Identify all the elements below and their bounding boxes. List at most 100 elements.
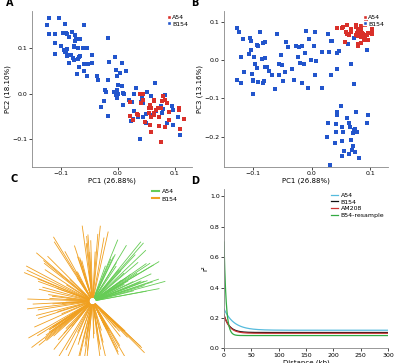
Point [70,55,76,61]
Point [106,59,112,65]
B154 [222,313,226,317]
Point [347,61,354,67]
Point [113,93,120,98]
Point [130,108,137,114]
Point [71,38,78,44]
Point [127,113,134,119]
Point [117,70,123,76]
Point [56,15,62,21]
Point [348,137,354,143]
Point [153,108,160,114]
Point [101,98,108,104]
Point [166,117,172,123]
Point [350,143,356,149]
Point [277,52,284,58]
Point [369,28,376,34]
Point [164,101,170,106]
Point [268,72,275,78]
Point [120,91,127,97]
B54-resample [297,333,302,338]
Point [64,32,70,37]
Point [261,55,268,61]
X-axis label: PC1 (26.88%): PC1 (26.88%) [88,178,136,184]
Point [128,99,135,105]
Point [358,40,364,46]
A54 [230,319,235,323]
Point [168,103,175,109]
Point [261,65,268,70]
Point [234,25,240,31]
Point [238,80,244,86]
AM208 [351,331,356,335]
Point [296,44,302,50]
Point [280,78,286,84]
Point [130,116,136,122]
Point [362,23,368,28]
Point [304,85,311,91]
Point [148,105,154,111]
Point [344,115,350,121]
Point [105,114,111,119]
Point [312,29,319,35]
Point [135,114,142,120]
X-axis label: Distance (kb): Distance (kb) [283,359,329,363]
Point [151,110,158,116]
B54-resample [386,333,390,338]
Point [339,153,345,159]
B154 [230,327,235,331]
A54 [351,328,356,333]
Point [134,111,140,117]
Point [177,132,184,138]
Legend: A54, B154: A54, B154 [151,188,178,202]
Line: B54-resample: B54-resample [224,242,388,335]
Point [64,53,70,59]
Point [293,43,299,49]
Point [351,36,358,41]
B154 [351,330,356,335]
Point [272,86,278,92]
Point [254,42,260,48]
Point [250,54,257,60]
Point [334,50,340,56]
Point [358,26,364,32]
Point [119,102,126,108]
Point [162,97,169,103]
Point [355,26,362,32]
Point [159,98,166,104]
Point [324,134,330,140]
Point [285,44,291,50]
Point [164,120,170,126]
Point [151,98,158,103]
Point [143,121,149,126]
Point [60,30,67,36]
Point [255,43,261,49]
Point [66,34,72,40]
Point [62,21,68,26]
A54 [386,328,390,333]
Point [236,29,242,35]
Point [350,130,356,136]
Point [71,57,77,63]
Point [303,28,309,34]
Point [156,114,162,120]
Point [291,77,298,82]
Point [306,37,312,42]
Point [139,101,146,106]
Point [358,23,364,29]
X-axis label: PC1 (26.88%): PC1 (26.88%) [282,178,330,184]
Point [170,107,176,113]
Point [126,97,132,103]
Point [119,83,126,89]
Point [89,60,96,66]
Point [327,162,333,168]
Point [258,56,265,62]
Point [156,123,162,129]
Y-axis label: r²: r² [202,266,208,272]
AM208 [222,313,226,317]
AM208 [301,331,306,335]
Point [150,98,157,103]
Line: B154: B154 [224,315,388,333]
Point [250,77,256,83]
Point [147,122,153,127]
Point [351,127,357,132]
